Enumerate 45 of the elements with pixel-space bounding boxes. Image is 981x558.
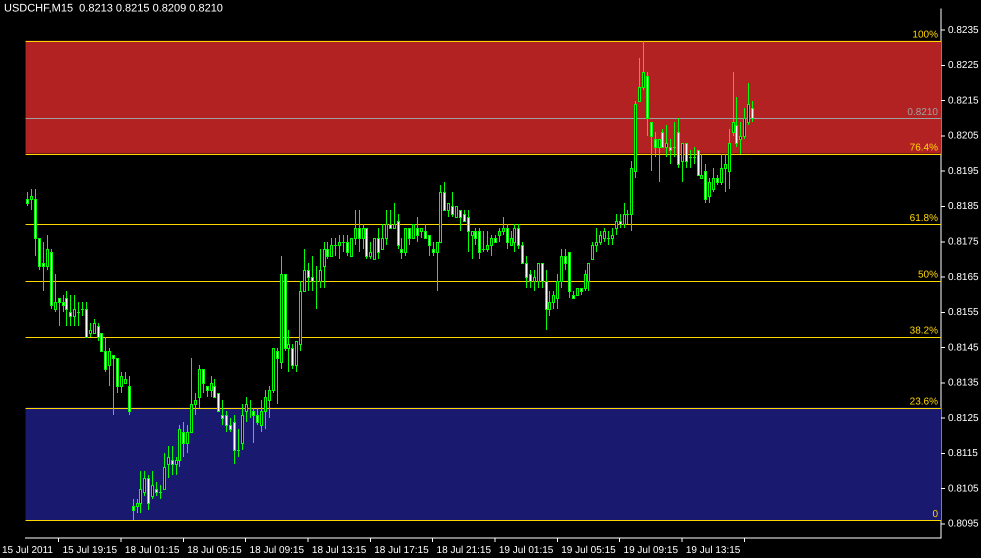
annotation: 0	[932, 509, 938, 520]
annotation: 50%	[918, 269, 938, 280]
x-tick-label: 18 Jul 21:15	[436, 544, 492, 556]
candlestick	[334, 238, 337, 256]
y-tick-label: 0.8165	[948, 272, 980, 283]
y-tick-label: 0.8115	[948, 448, 978, 460]
y-tick-label: 0.8205	[948, 130, 980, 142]
annotation: 100%	[912, 29, 938, 40]
x-tick-label: 18 Jul 05:15	[187, 544, 242, 556]
y-tick-label: 0.8215	[948, 95, 980, 106]
candlestick	[42, 242, 45, 291]
y-tick-label: 0.8145	[948, 342, 980, 354]
x-tick-label: 19 Jul 13:15	[686, 544, 741, 556]
x-tick-label: 18 Jul 17:15	[374, 544, 430, 556]
y-tick-label: 0.8135	[948, 378, 980, 389]
x-tick-label: 19 Jul 09:15	[624, 544, 678, 556]
candlestick	[159, 485, 162, 499]
y-tick-label: 0.8185	[948, 201, 980, 212]
ref-line-label: 0.8210	[907, 107, 938, 118]
x-tick-label: 15 Jul 2011	[2, 544, 54, 556]
annotation: 23.6%	[910, 396, 938, 408]
x-tick-label: 18 Jul 09:15	[250, 544, 304, 556]
y-tick-label: 0.8125	[948, 412, 980, 424]
candlestick	[112, 355, 115, 415]
y-tick-label: 0.8175	[948, 236, 980, 248]
y-tick-label: 0.8095	[948, 518, 980, 530]
chart-title: USDCHF,M15 0.8213 0.8215 0.8209 0.8210	[4, 2, 223, 15]
y-tick-label: 0.8155	[948, 307, 980, 318]
y-tick-label: 0.8195	[948, 166, 980, 177]
x-tick-label: 18 Jul 01:15	[124, 544, 180, 556]
y-tick-label: 0.8235	[948, 24, 980, 36]
candlestick	[315, 266, 318, 309]
x-tick-label: 19 Jul 05:15	[561, 544, 616, 556]
annotation: 76.4%	[910, 142, 938, 154]
x-tick-label: 19 Jul 01:15	[498, 544, 554, 556]
candlestick	[607, 231, 610, 245]
candlestick	[77, 302, 80, 326]
annotation: 61.8%	[910, 212, 938, 224]
candlestick	[482, 231, 485, 252]
x-tick-label: 18 Jul 13:15	[312, 544, 367, 556]
annotation: 38.2%	[910, 326, 938, 337]
y-tick-label: 0.8105	[948, 483, 980, 494]
x-tick-label: 15 Jul 19:15	[62, 544, 118, 556]
candlestick	[342, 235, 345, 252]
y-tick-label: 0.8225	[948, 60, 980, 72]
